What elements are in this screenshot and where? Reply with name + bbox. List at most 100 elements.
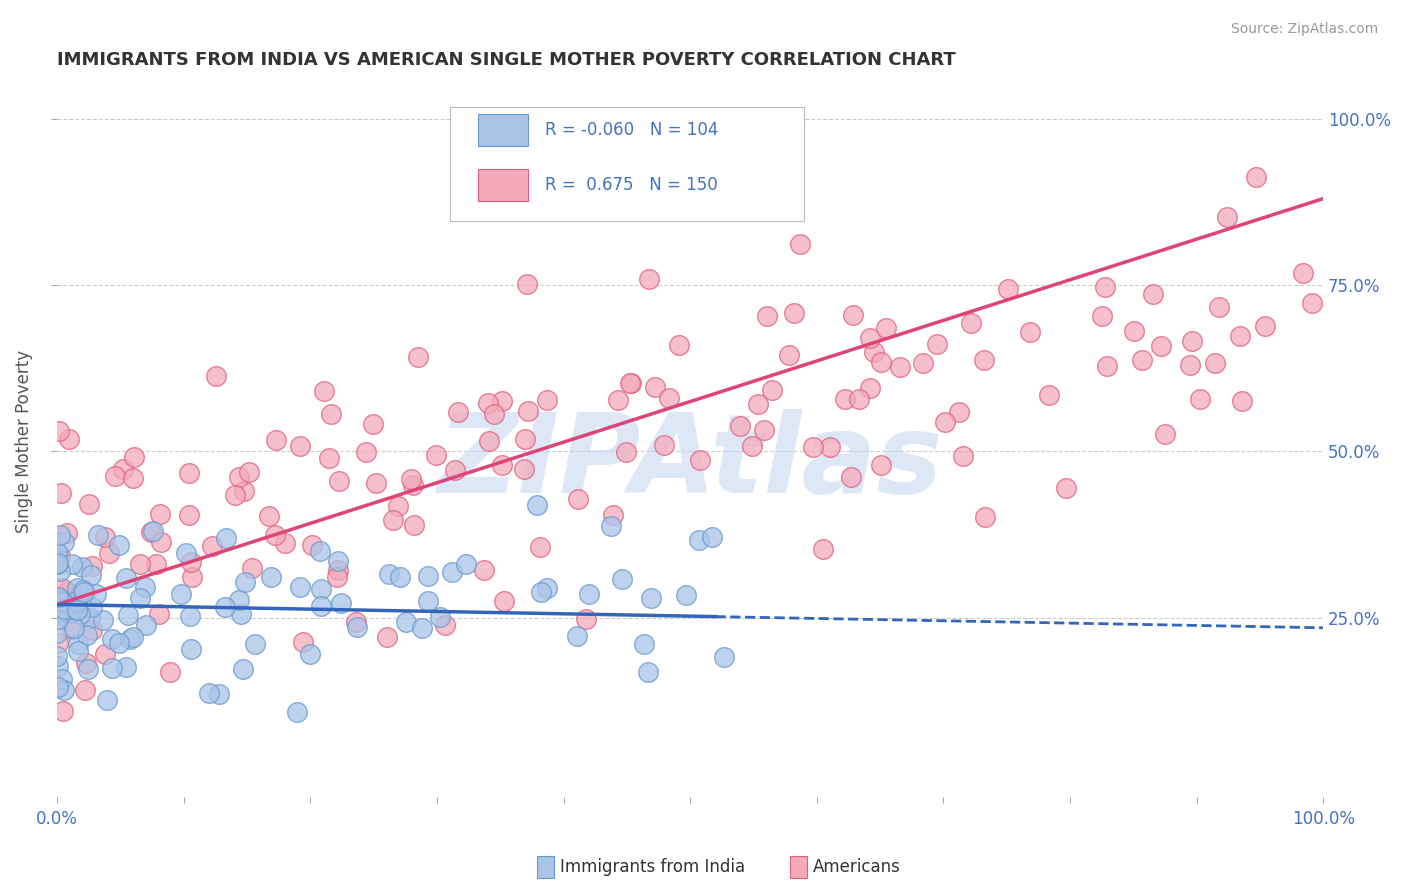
Point <box>198 686 221 700</box>
Point <box>1095 359 1118 373</box>
Point <box>142 524 165 539</box>
Point <box>411 621 433 635</box>
Point <box>1054 481 1077 495</box>
Point <box>848 392 870 406</box>
Point <box>1301 296 1323 310</box>
Point <box>205 368 228 383</box>
Point <box>378 567 401 582</box>
Point <box>425 448 447 462</box>
Point <box>747 397 769 411</box>
Point <box>578 587 600 601</box>
Point <box>818 440 841 454</box>
Point <box>530 584 553 599</box>
Point <box>363 417 385 431</box>
Point <box>46 590 69 604</box>
Point <box>52 595 75 609</box>
Point <box>652 437 675 451</box>
Point <box>291 634 314 648</box>
Point <box>1091 310 1114 324</box>
Point <box>60 622 83 636</box>
Point <box>1150 339 1173 353</box>
Point <box>134 580 156 594</box>
Point <box>516 404 538 418</box>
Point <box>1229 329 1251 343</box>
Point <box>82 624 104 638</box>
Point <box>46 546 69 560</box>
Point <box>159 665 181 680</box>
Point <box>177 508 200 522</box>
Point <box>73 585 96 599</box>
Point <box>512 461 534 475</box>
Point <box>114 571 136 585</box>
Point <box>620 376 643 390</box>
Point <box>1232 394 1254 409</box>
Point <box>48 528 70 542</box>
Point <box>516 277 538 292</box>
Point <box>644 379 666 393</box>
Point <box>53 535 76 549</box>
FancyBboxPatch shape <box>478 169 529 201</box>
Point <box>441 565 464 579</box>
Point <box>79 497 101 511</box>
Point <box>238 465 260 479</box>
Point <box>870 355 893 369</box>
Point <box>121 630 143 644</box>
Point <box>1189 392 1212 406</box>
Point <box>233 484 256 499</box>
Point <box>447 404 470 418</box>
Point <box>536 392 558 407</box>
Point <box>472 563 495 577</box>
FancyBboxPatch shape <box>450 107 804 221</box>
Point <box>72 583 94 598</box>
Point <box>741 439 763 453</box>
Text: Source: ZipAtlas.com: Source: ZipAtlas.com <box>1230 22 1378 37</box>
Point <box>912 356 935 370</box>
Point <box>330 596 353 610</box>
Point <box>318 451 340 466</box>
Point <box>79 611 101 625</box>
Point <box>491 394 513 409</box>
Point <box>62 621 84 635</box>
Point <box>761 384 783 398</box>
Point <box>529 540 551 554</box>
Text: IMMIGRANTS FROM INDIA VS AMERICAN SINGLE MOTHER POVERTY CORRELATION CHART: IMMIGRANTS FROM INDIA VS AMERICAN SINGLE… <box>58 51 956 69</box>
Point <box>228 470 250 484</box>
Point <box>811 541 834 556</box>
Point <box>257 508 280 523</box>
Point <box>997 282 1019 296</box>
Point <box>48 636 70 650</box>
Point <box>260 570 283 584</box>
Point <box>789 236 811 251</box>
Point <box>48 424 70 438</box>
Point <box>326 569 349 583</box>
Point <box>839 469 862 483</box>
Point <box>619 376 641 391</box>
Text: R = -0.060   N = 104: R = -0.060 N = 104 <box>544 121 718 139</box>
Point <box>600 519 623 533</box>
Point <box>46 626 69 640</box>
Point <box>80 567 103 582</box>
Point <box>264 434 287 448</box>
Point <box>55 585 77 599</box>
Point <box>756 309 779 323</box>
Point <box>96 693 118 707</box>
Point <box>66 636 89 650</box>
Point <box>46 648 69 663</box>
Point <box>952 450 974 464</box>
Point <box>48 564 70 578</box>
Point <box>612 572 634 586</box>
Point <box>274 536 297 550</box>
Point <box>934 415 956 429</box>
Point <box>477 396 499 410</box>
Point <box>46 612 69 626</box>
Point <box>1216 211 1239 225</box>
Point <box>633 637 655 651</box>
Point <box>59 606 82 620</box>
Point <box>637 272 659 286</box>
Point <box>48 549 70 563</box>
Point <box>375 630 398 644</box>
Point <box>834 392 856 406</box>
Point <box>418 568 440 582</box>
Point <box>214 599 236 614</box>
Point <box>135 618 157 632</box>
